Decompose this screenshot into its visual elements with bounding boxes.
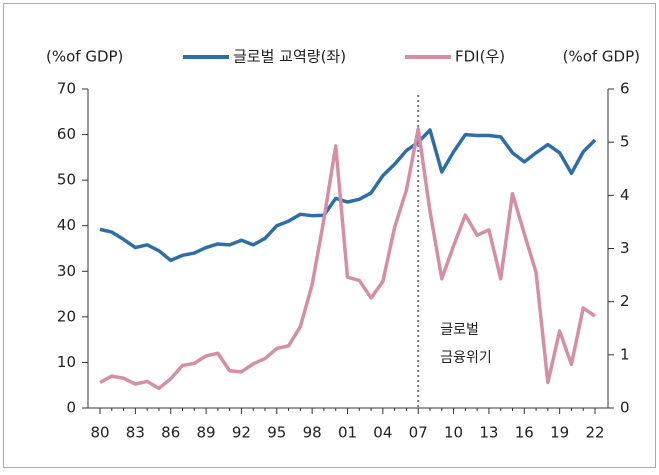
- x-tick-label: 83: [126, 424, 145, 442]
- y-tick-label: 0: [66, 399, 76, 417]
- x-tick-label: 13: [479, 424, 498, 442]
- series-line: [99, 127, 596, 391]
- y-tick-label: 20: [57, 307, 76, 325]
- x-tick-label: 98: [303, 424, 322, 442]
- y2-tick-label: 0: [620, 399, 630, 417]
- annotation-text: 금융위기: [440, 350, 492, 366]
- x-tick-label: 01: [338, 424, 357, 442]
- x-tick-label: 10: [444, 424, 463, 442]
- y2-tick-label: 4: [620, 186, 630, 204]
- x-tick-label: 89: [197, 424, 216, 442]
- x-tick-label: 92: [232, 424, 251, 442]
- y2-axis-label: (%of GDP): [563, 48, 640, 66]
- series-line: [99, 128, 597, 263]
- x-tick-label: 95: [267, 424, 286, 442]
- y2-tick-label: 5: [620, 133, 630, 151]
- y-tick-label: 50: [57, 171, 76, 189]
- y2-tick-label: 1: [620, 345, 630, 363]
- frame: [3, 3, 656, 468]
- y-tick-label: 30: [57, 262, 76, 280]
- x-tick-label: 86: [161, 424, 180, 442]
- y2-tick-label: 6: [620, 80, 630, 98]
- annotation-text: 글로벌: [440, 322, 479, 338]
- y-tick-label: 70: [57, 80, 76, 98]
- legend-label: 글로벌 교역량(좌): [233, 48, 346, 66]
- x-tick-label: 04: [373, 424, 392, 442]
- y-tick-label: 40: [57, 216, 76, 234]
- x-tick-label: 80: [90, 424, 109, 442]
- x-tick-label: 16: [515, 424, 534, 442]
- x-tick-label: 07: [409, 424, 428, 442]
- legend-label: FDI(우): [455, 48, 505, 66]
- y2-tick-label: 3: [620, 239, 630, 257]
- x-tick-label: 19: [550, 424, 569, 442]
- y-tick-label: 60: [57, 125, 76, 143]
- x-tick-label: 22: [585, 424, 604, 442]
- y-axis-label: (%of GDP): [46, 48, 123, 66]
- y2-tick-label: 2: [620, 292, 630, 310]
- y-tick-label: 10: [57, 353, 76, 371]
